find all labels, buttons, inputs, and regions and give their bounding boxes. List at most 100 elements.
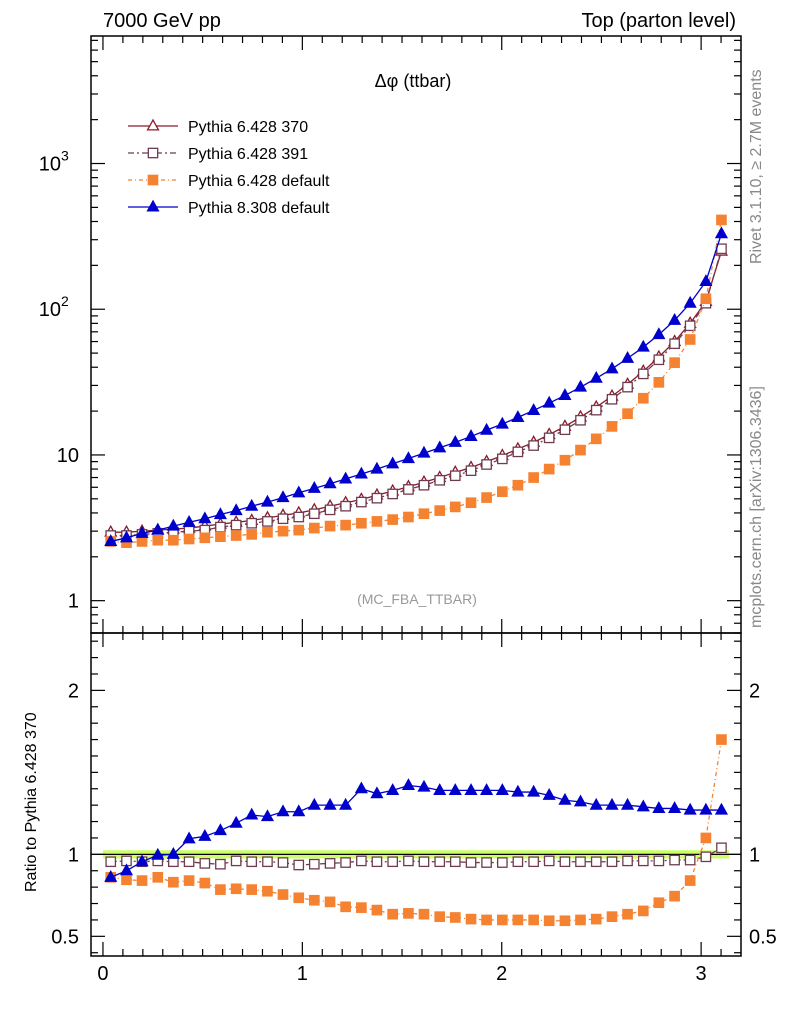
ratio-series-0-point: [684, 854, 696, 866]
ratio-series-0-point: [356, 855, 367, 867]
main-series-1-point: [497, 453, 508, 465]
ratio-series-1-point: [199, 877, 211, 889]
main-series-2-point: [324, 520, 336, 532]
ratio-series-1-point: [559, 915, 571, 927]
ratio-series-1-point: [136, 875, 148, 886]
main-series-3-point: [605, 361, 619, 374]
ratio-series-0-point: [465, 857, 477, 868]
ratio-series-1-point: [669, 890, 680, 902]
ratio-series-0-point: [512, 856, 524, 868]
main-series-2-point: [308, 522, 320, 534]
ratio-series-1-point: [230, 883, 242, 895]
ratio-series-2-point: [182, 831, 196, 844]
main-series-2-point: [653, 377, 665, 388]
ratio-series-2-point: [542, 787, 556, 800]
main-series-3-point: [213, 507, 227, 520]
ratio-series-2-point: [433, 783, 447, 795]
main-series-1-point: [528, 440, 539, 451]
main-series-1-point: [340, 500, 351, 512]
ratio-series-line-0: [110, 847, 722, 866]
ratio-series-2-point: [166, 847, 180, 859]
main-series-1-point: [590, 404, 602, 416]
ratio-series-0-point: [575, 856, 586, 868]
ratio-series-0-point: [277, 857, 289, 868]
x-tick-label: 3: [696, 963, 707, 985]
main-series-3-point: [276, 490, 290, 503]
main-series-2-point: [465, 497, 477, 509]
ratio-series-0-point: [559, 856, 571, 868]
ratio-series-2-point: [589, 797, 603, 810]
ratio-series-2-point: [527, 784, 541, 797]
ratio-series-1-point: [371, 904, 383, 916]
ratio-series-2-point: [198, 828, 212, 841]
main-series-2-point: [684, 334, 696, 345]
main-series-2-point: [403, 511, 414, 523]
ratio-series-2-point: [135, 854, 149, 867]
ratio-series-1-point: [403, 908, 414, 919]
ratio-series-2-point: [119, 863, 134, 876]
ratio-series-0-point: [606, 856, 618, 868]
main-series-3-point: [182, 514, 196, 527]
ratio-series-0-point: [262, 856, 273, 868]
main-series-1-point: [246, 517, 258, 529]
ratio-y-axis-label: Ratio to Pythia 6.428 370: [23, 712, 40, 892]
main-series-3-point: [589, 370, 603, 383]
main-series-3-point: [620, 351, 635, 363]
ratio-series-2-point: [104, 869, 118, 882]
main-series-2-point: [387, 514, 399, 525]
ratio-series-1-point: [293, 892, 305, 904]
ratio-series-1-point: [465, 913, 477, 925]
ratio-series-2-point: [245, 807, 259, 820]
ratio-series-1-point: [543, 915, 555, 927]
main-series-3-point: [573, 379, 588, 392]
ratio-series-1-point: [434, 911, 446, 922]
main-series-2-point: [543, 463, 555, 475]
main-series-3-point: [386, 456, 400, 469]
ratio-series-0-point: [543, 855, 555, 867]
main-series-2-point: [716, 214, 727, 226]
main-series-line-3: [110, 233, 723, 543]
main-series-1-point: [512, 446, 524, 458]
ratio-series-2-point: [558, 792, 572, 805]
main-series-2-point: [700, 293, 712, 305]
y-tick-label: 10: [57, 445, 79, 467]
main-series-2-point: [434, 505, 446, 516]
ratio-series-1-point: [653, 897, 665, 909]
y-tick-label-exponent: 3: [61, 148, 69, 164]
ratio-series-1-point: [340, 901, 351, 913]
legend-marker: [146, 118, 160, 131]
main-series-1-point: [371, 492, 383, 504]
ratio-series-2-point: [683, 802, 697, 815]
main-series-2-point: [293, 524, 305, 536]
ratio-series-line-2: [110, 784, 722, 878]
main-series-1-point: [559, 424, 571, 436]
ratio-series-1-point: [121, 874, 132, 886]
main-series-2-point: [449, 501, 461, 513]
main-series-2-point: [152, 534, 164, 546]
main-series-3-point: [636, 339, 650, 352]
ratio-series-0-point: [449, 856, 461, 868]
ratio-series-1-point: [528, 914, 539, 926]
x-tick-label: 2: [496, 963, 507, 985]
ratio-series-1-point: [606, 911, 618, 922]
main-series-3-point: [307, 481, 321, 493]
ratio-y-tick-label-right: 1: [749, 844, 760, 866]
ratio-series-0-point: [653, 855, 665, 867]
ratio-series-1-point: [481, 914, 492, 926]
main-series-3-point: [511, 410, 525, 422]
main-series-2-point: [637, 392, 649, 404]
main-series-2-point: [371, 516, 383, 527]
main-series-1-point: [418, 479, 430, 491]
ratio-series-1-point: [684, 875, 696, 886]
main-series-3-point: [198, 511, 212, 524]
main-series-3-point: [558, 388, 572, 401]
main-series-2-point: [356, 517, 367, 529]
main-series-1-point: [637, 368, 649, 380]
main-series-3-point: [699, 274, 713, 287]
x-tick-label: 0: [97, 963, 108, 985]
ratio-series-1-point: [637, 905, 649, 917]
main-series-3-point: [652, 327, 666, 340]
main-series-1-point: [434, 474, 446, 486]
